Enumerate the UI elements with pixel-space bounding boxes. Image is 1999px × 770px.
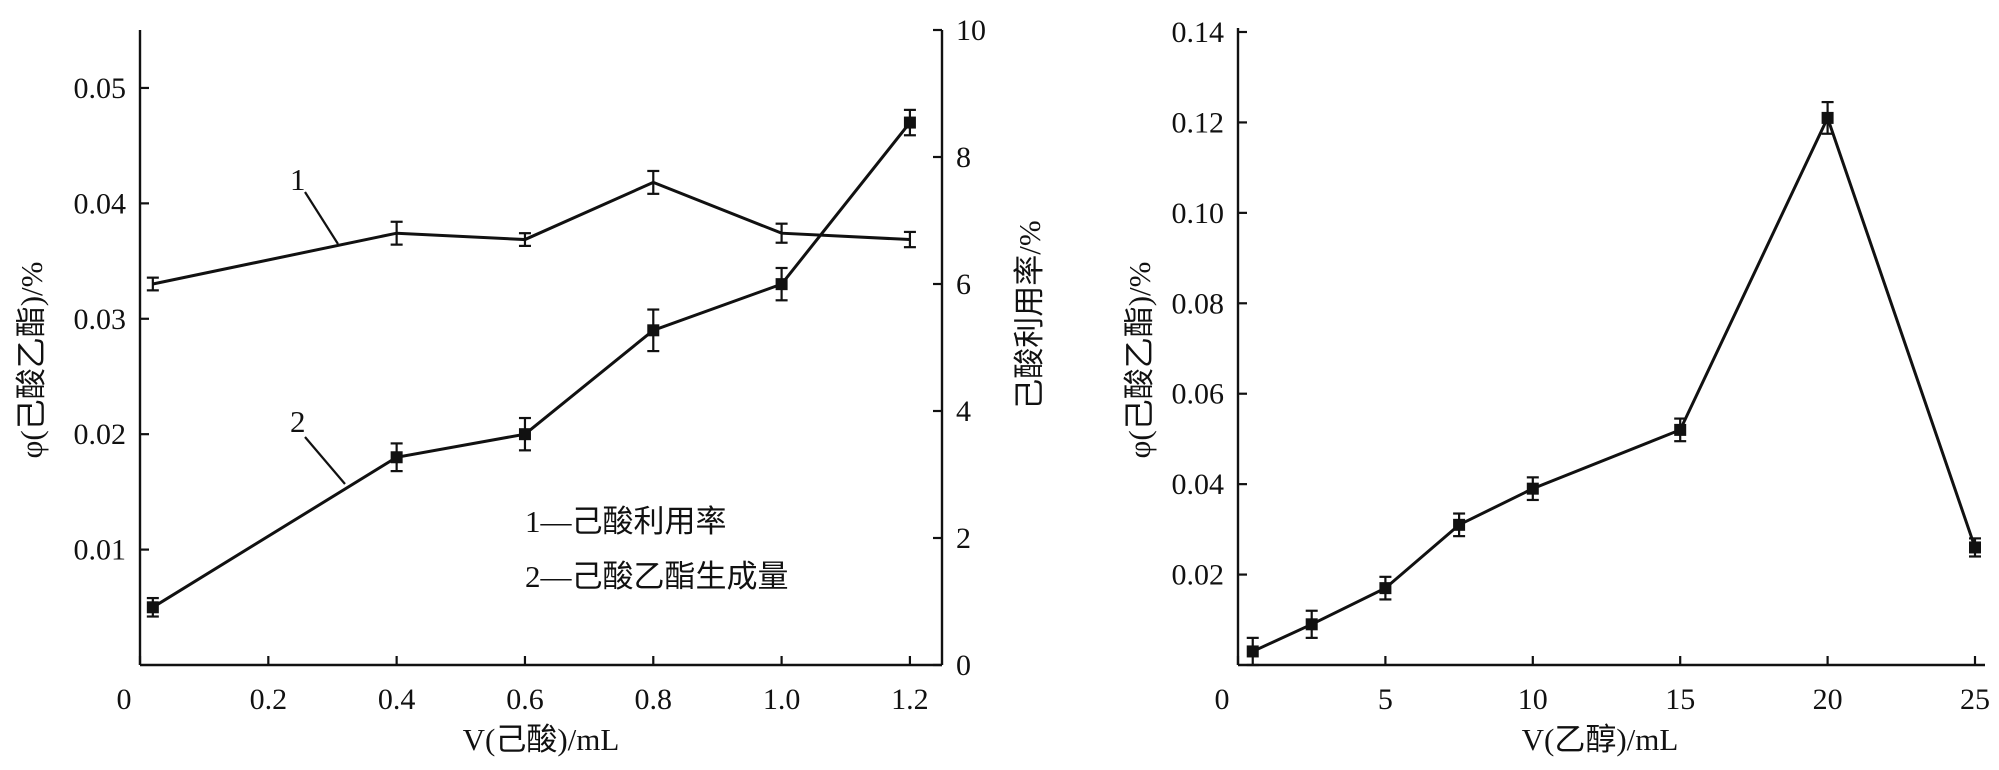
right-chart-series-point bbox=[1674, 423, 1687, 436]
right-chart-series-point bbox=[1379, 582, 1392, 595]
left-chart-series-2-point bbox=[775, 278, 788, 291]
right-chart-series bbox=[1246, 100, 1981, 667]
right-chart-y-tick-label: 0.06 bbox=[1172, 378, 1225, 411]
right-chart-x-tick-label: 20 bbox=[1813, 683, 1843, 716]
left-chart-right-y-tick-label: 10 bbox=[956, 14, 986, 47]
right-chart-x-tick-label: 10 bbox=[1518, 683, 1548, 716]
left-chart-series-2-point bbox=[647, 324, 660, 337]
left-chart-x-tick-label: 1.2 bbox=[891, 683, 929, 716]
left-chart-left-y-tick-label: 0.04 bbox=[74, 187, 127, 220]
left-chart-series bbox=[146, 108, 916, 618]
left-chart-right-y-tick-label: 6 bbox=[956, 268, 971, 301]
left-chart-series-2-leader bbox=[304, 436, 346, 485]
left-chart-right-y-tick-label: 4 bbox=[956, 395, 971, 428]
left-chart-right-y-axis-label: 己酸利用率/% bbox=[1012, 220, 1047, 409]
left-chart-left-y-axis-label: φ(己酸乙酯)/% bbox=[14, 262, 49, 459]
left-chart-series-2-point bbox=[390, 451, 403, 464]
left-chart-right-y-tick-label: 0 bbox=[956, 649, 971, 682]
left-chart-left-y-tick-label: 0.05 bbox=[74, 72, 127, 105]
right-chart-series-point bbox=[1246, 645, 1259, 658]
left-chart-left-y-tick-label: 0.02 bbox=[74, 418, 127, 451]
right-chart-series-line bbox=[1252, 113, 1977, 653]
left-chart-series-2-annotation: 2 bbox=[290, 404, 306, 439]
left-chart-series-2-point bbox=[146, 601, 159, 614]
left-chart-legend-line-1: 1—己酸利用率 bbox=[525, 504, 727, 539]
left-chart-series-1-annotation: 1 bbox=[290, 162, 306, 197]
right-chart-y-tick-label: 0.02 bbox=[1172, 559, 1225, 592]
left-chart-x-tick-label: 0.8 bbox=[635, 683, 673, 716]
right-chart: 0 5 10 15 20 25 0.02 0.04 0.06 0.08 0.10 0.12 0.14 V… bbox=[1122, 16, 1990, 757]
left-chart-right-y-tick-label: 8 bbox=[956, 141, 971, 174]
left-chart-x-tick-label: 0 bbox=[117, 683, 132, 716]
left-chart-x-tick-label: 1.0 bbox=[763, 683, 801, 716]
left-chart: 0 0.2 0.4 0.6 0.8 1.0 1.2 0.01 0.02 0.03 0.04 0.05 0… bbox=[14, 14, 1047, 757]
right-chart-series-point bbox=[1305, 618, 1318, 631]
left-chart-x-tick-label: 0.6 bbox=[506, 683, 544, 716]
left-chart-legend-line-2: 2—己酸乙酯生成量 bbox=[525, 559, 789, 594]
right-chart-series-point bbox=[1821, 111, 1834, 124]
right-chart-y-tick-label: 0.10 bbox=[1172, 197, 1225, 230]
left-chart-series-1-line bbox=[152, 180, 910, 286]
right-chart-y-tick-label: 0.14 bbox=[1172, 16, 1225, 49]
right-chart-x-tick-label: 15 bbox=[1665, 683, 1695, 716]
right-chart-y-tick-label: 0.08 bbox=[1172, 287, 1225, 320]
right-chart-series-point bbox=[1969, 541, 1981, 554]
right-chart-x-tick-label: 25 bbox=[1960, 683, 1990, 716]
left-chart-left-y-tick-label: 0.03 bbox=[74, 303, 127, 336]
left-chart-x-tick-label: 0.2 bbox=[250, 683, 288, 716]
right-chart-x-tick-label: 0 bbox=[1215, 683, 1230, 716]
right-chart-series-point bbox=[1453, 518, 1466, 531]
left-chart-series-2-line bbox=[152, 121, 912, 609]
left-chart-x-axis-label: V(己酸)/mL bbox=[463, 722, 620, 757]
right-chart-x-tick-label: 5 bbox=[1378, 683, 1393, 716]
right-chart-ticks: 0 5 10 15 20 25 0.02 0.04 0.06 0.08 0.10 0.12 0.14 bbox=[1172, 16, 1991, 716]
left-chart-left-y-tick-label: 0.01 bbox=[74, 534, 127, 567]
left-chart-series-2-point bbox=[518, 428, 531, 441]
right-chart-y-axis-label: φ(己酸乙酯)/% bbox=[1122, 262, 1157, 459]
right-chart-series-point bbox=[1526, 482, 1539, 495]
left-chart-x-tick-label: 0.4 bbox=[378, 683, 416, 716]
right-chart-x-axis-label: V(乙醇)/mL bbox=[1522, 722, 1679, 757]
left-chart-series-2-point bbox=[903, 116, 916, 129]
right-chart-y-tick-label: 0.12 bbox=[1172, 106, 1225, 139]
left-chart-ticks: 0 0.2 0.4 0.6 0.8 1.0 1.2 0.01 0.02 0.03 0.04 0.05 0… bbox=[74, 14, 987, 716]
right-chart-y-tick-label: 0.04 bbox=[1172, 468, 1225, 501]
left-chart-right-y-tick-label: 2 bbox=[956, 522, 971, 555]
left-chart-series-1-leader bbox=[304, 191, 339, 245]
